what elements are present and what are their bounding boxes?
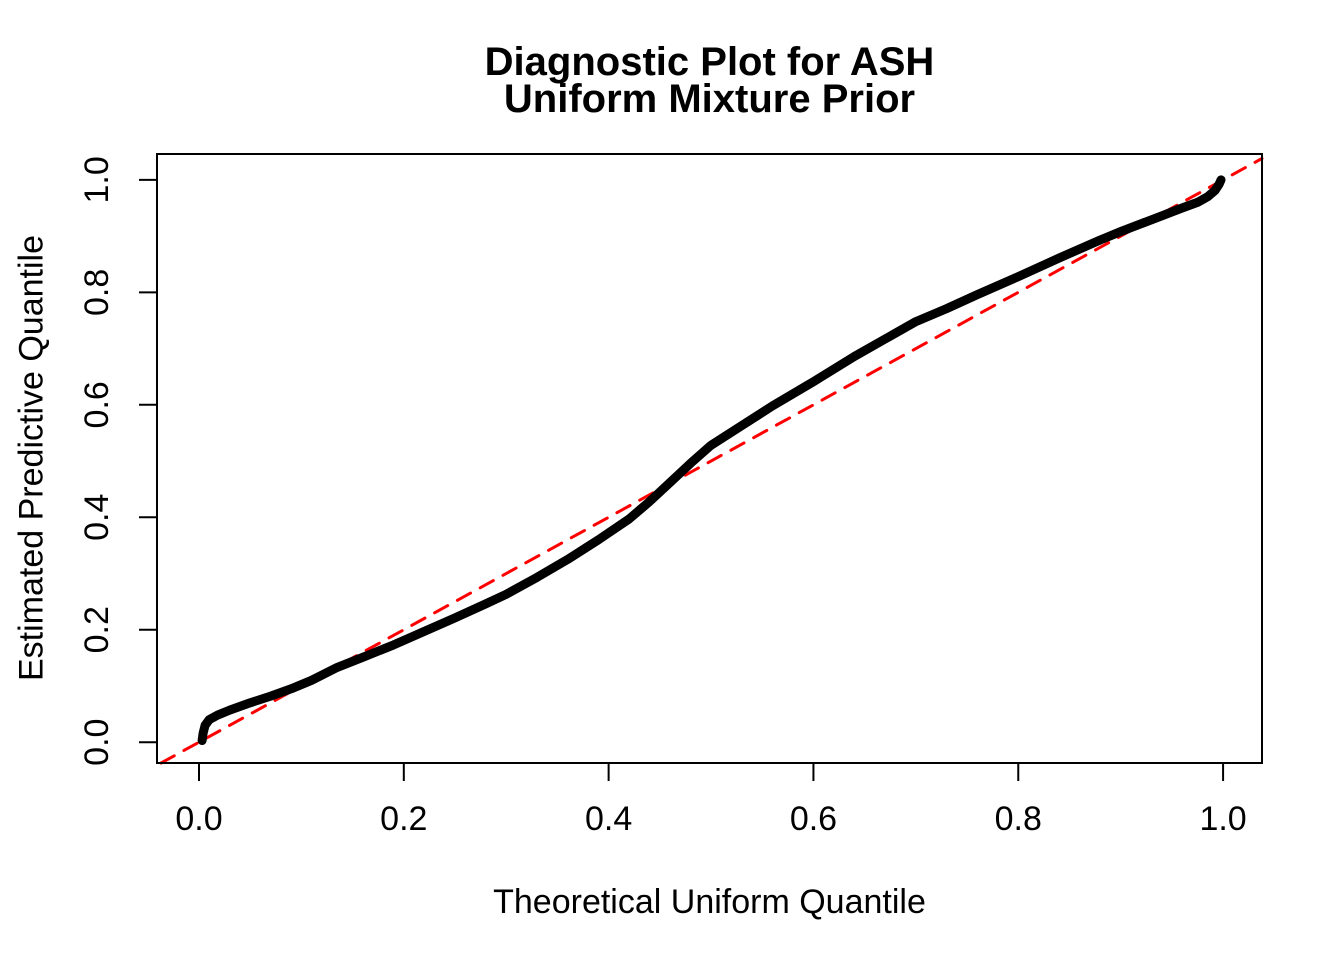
chart-title-line2: Uniform Mixture Prior bbox=[503, 77, 916, 121]
x-tick-label: 0.6 bbox=[790, 800, 837, 838]
plot-box bbox=[156, 153, 1263, 764]
y-tick-label: 0.6 bbox=[78, 381, 116, 428]
x-tick-label: 0.0 bbox=[175, 800, 222, 838]
y-tick-label: 0.0 bbox=[78, 719, 116, 766]
y-tick-label: 0.2 bbox=[78, 606, 116, 653]
y-tick-label: 0.8 bbox=[78, 269, 116, 316]
chart-title: Diagnostic Plot for ASH Uniform Mixture … bbox=[157, 40, 1262, 121]
x-tick-label: 0.8 bbox=[995, 800, 1042, 838]
x-axis-title: Theoretical Uniform Quantile bbox=[493, 883, 926, 921]
y-tick-label: 0.4 bbox=[78, 494, 116, 541]
x-tick-label: 1.0 bbox=[1199, 800, 1246, 838]
x-tick-label: 0.4 bbox=[585, 800, 632, 838]
estimated-vs-theoretical-quantile-curve bbox=[197, 175, 1226, 745]
y-tick-label: 1.0 bbox=[78, 156, 116, 203]
y-axis-title: Estimated Predictive Quantile bbox=[12, 235, 51, 681]
chart-title-line1: Diagnostic Plot for ASH bbox=[484, 40, 935, 84]
x-tick-label: 0.2 bbox=[380, 800, 427, 838]
